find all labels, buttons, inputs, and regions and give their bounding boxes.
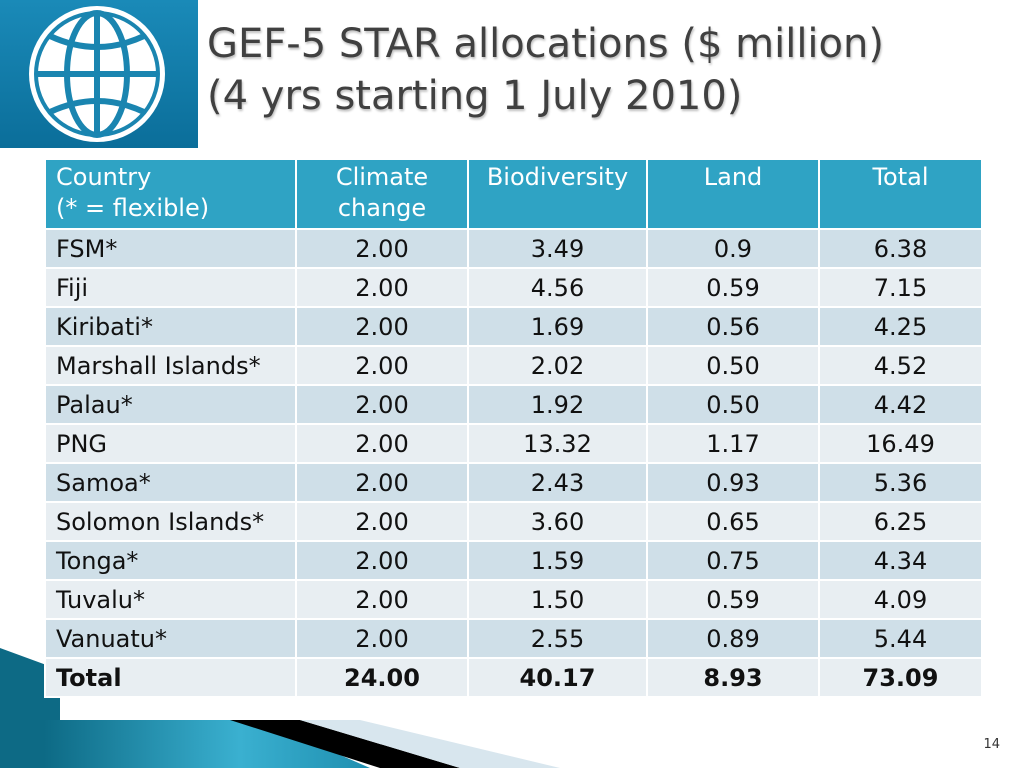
total-cell: 4.09 — [818, 579, 983, 620]
climate-change-cell: 2.00 — [295, 540, 469, 581]
total-cell: 5.36 — [818, 462, 983, 503]
world-bank-logo — [0, 0, 198, 148]
total-cell: 4.52 — [818, 345, 983, 386]
table-row: Samoa* 2.00 2.43 0.93 5.36 — [44, 462, 983, 503]
table-row: Solomon Islands* 2.00 3.60 0.65 6.25 — [44, 501, 983, 542]
country-cell: PNG — [44, 423, 297, 464]
climate-change-cell: 2.00 — [295, 579, 469, 620]
slide-title: GEF-5 STAR allocations ($ million) (4 yr… — [207, 18, 884, 122]
country-cell: Solomon Islands* — [44, 501, 297, 542]
country-cell: Fiji — [44, 267, 297, 308]
biodiversity-cell: 1.92 — [467, 384, 648, 425]
climate-change-cell: 2.00 — [295, 423, 469, 464]
land-cell: 8.93 — [646, 657, 820, 698]
biodiversity-cell: 1.69 — [467, 306, 648, 347]
climate-change-cell: 2.00 — [295, 306, 469, 347]
header-total: Total — [818, 158, 983, 230]
total-cell: 73.09 — [818, 657, 983, 698]
climate-change-cell: 2.00 — [295, 618, 469, 659]
table-row: Tonga* 2.00 1.59 0.75 4.34 — [44, 540, 983, 581]
total-cell: 5.44 — [818, 618, 983, 659]
header-land: Land — [646, 158, 820, 230]
biodiversity-cell: 3.60 — [467, 501, 648, 542]
total-cell: 6.25 — [818, 501, 983, 542]
allocations-table: Country (* = flexible) Climate change Biod… — [44, 158, 983, 698]
decorative-swoosh — [0, 648, 560, 768]
total-cell: 4.34 — [818, 540, 983, 581]
biodiversity-cell: 1.59 — [467, 540, 648, 581]
table-row: FSM* 2.00 3.49 0.9 6.38 — [44, 228, 983, 269]
total-cell: 16.49 — [818, 423, 983, 464]
table-total-row: Total 24.00 40.17 8.93 73.09 — [44, 657, 983, 698]
country-cell: Palau* — [44, 384, 297, 425]
header-biodiversity: Biodiversity — [467, 158, 648, 230]
land-cell: 0.56 — [646, 306, 820, 347]
table-row: Marshall Islands* 2.00 2.02 0.50 4.52 — [44, 345, 983, 386]
climate-change-cell: 2.00 — [295, 228, 469, 269]
globe-icon — [29, 6, 165, 142]
land-cell: 0.93 — [646, 462, 820, 503]
total-cell: 4.25 — [818, 306, 983, 347]
biodiversity-cell: 40.17 — [467, 657, 648, 698]
climate-change-cell: 2.00 — [295, 267, 469, 308]
biodiversity-cell: 1.50 — [467, 579, 648, 620]
biodiversity-cell: 2.02 — [467, 345, 648, 386]
country-cell: Total — [44, 657, 297, 698]
country-cell: Tuvalu* — [44, 579, 297, 620]
country-cell: Samoa* — [44, 462, 297, 503]
land-cell: 0.9 — [646, 228, 820, 269]
climate-change-cell: 2.00 — [295, 345, 469, 386]
table-row: Tuvalu* 2.00 1.50 0.59 4.09 — [44, 579, 983, 620]
title-line-1: GEF-5 STAR allocations ($ million) — [207, 21, 884, 67]
land-cell: 0.75 — [646, 540, 820, 581]
table-header-row: Country (* = flexible) Climate change Biod… — [44, 158, 983, 230]
title-line-2: (4 yrs starting 1 July 2010) — [207, 73, 743, 119]
country-cell: Kiribati* — [44, 306, 297, 347]
climate-change-cell: 2.00 — [295, 501, 469, 542]
biodiversity-cell: 4.56 — [467, 267, 648, 308]
country-cell: Tonga* — [44, 540, 297, 581]
table-row: Kiribati* 2.00 1.69 0.56 4.25 — [44, 306, 983, 347]
land-cell: 1.17 — [646, 423, 820, 464]
climate-change-cell: 2.00 — [295, 462, 469, 503]
page-number: 14 — [983, 737, 1000, 752]
table-row: Fiji 2.00 4.56 0.59 7.15 — [44, 267, 983, 308]
land-cell: 0.50 — [646, 345, 820, 386]
country-cell: Vanuatu* — [44, 618, 297, 659]
biodiversity-cell: 2.55 — [467, 618, 648, 659]
land-cell: 0.59 — [646, 267, 820, 308]
climate-change-cell: 2.00 — [295, 384, 469, 425]
table-row: Palau* 2.00 1.92 0.50 4.42 — [44, 384, 983, 425]
table-row: Vanuatu* 2.00 2.55 0.89 5.44 — [44, 618, 983, 659]
total-cell: 6.38 — [818, 228, 983, 269]
total-cell: 4.42 — [818, 384, 983, 425]
table-row: PNG 2.00 13.32 1.17 16.49 — [44, 423, 983, 464]
country-cell: Marshall Islands* — [44, 345, 297, 386]
land-cell: 0.89 — [646, 618, 820, 659]
land-cell: 0.59 — [646, 579, 820, 620]
total-cell: 7.15 — [818, 267, 983, 308]
land-cell: 0.65 — [646, 501, 820, 542]
climate-change-cell: 24.00 — [295, 657, 469, 698]
header-country: Country (* = flexible) — [44, 158, 297, 230]
country-cell: FSM* — [44, 228, 297, 269]
biodiversity-cell: 3.49 — [467, 228, 648, 269]
header-climate-change: Climate change — [295, 158, 469, 230]
land-cell: 0.50 — [646, 384, 820, 425]
biodiversity-cell: 13.32 — [467, 423, 648, 464]
biodiversity-cell: 2.43 — [467, 462, 648, 503]
